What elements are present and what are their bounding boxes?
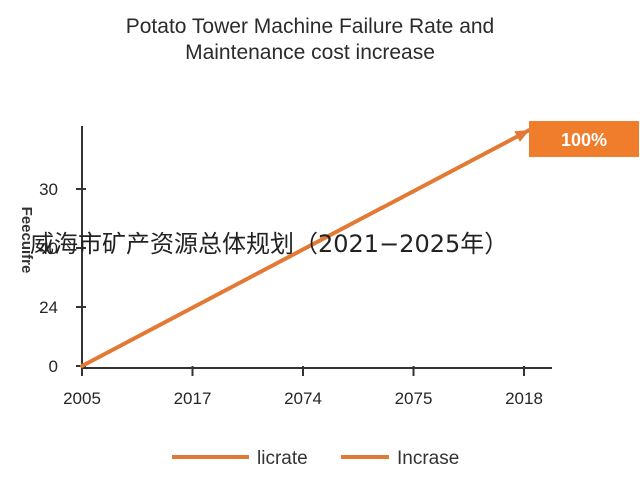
legend-label: licrate [257,448,308,469]
plot-area: 0 24 40 30 2005 2017 2074 2075 2018 [39,126,552,408]
y-tick-label: 0 [49,357,58,376]
x-tick-label: 2005 [63,389,101,408]
x-tick-label: 2075 [395,389,433,408]
value-badge-box [529,121,639,157]
legend-label: Incrase [397,448,459,469]
value-badge-label: 100% [561,130,607,150]
y-tick-label: 24 [39,298,58,317]
chart-title-line-2: Maintenance cost increase [185,41,435,64]
x-tick-label: 2017 [174,389,212,408]
x-tick-label: 2074 [284,389,322,408]
y-tick-label: 40 [39,239,58,258]
legend: licrate Incrase [172,448,459,469]
legend-item: licrate [172,448,308,469]
y-tick-label: 30 [39,180,58,199]
series-layer [80,128,532,368]
y-axis-label: Feecuifre [18,207,35,274]
series-arrowhead [514,130,530,142]
series-line [80,128,532,368]
x-ticks: 2005 2017 2074 2075 2018 [63,366,543,408]
chart-title-line-1: Potato Tower Machine Failure Rate and [126,15,494,38]
x-tick-label: 2018 [505,389,543,408]
value-badge: 100% [529,121,639,157]
legend-item: Incrase [341,448,459,469]
overlay-caption: 威海市矿产资源总体规划（2021−2025年） [30,230,508,258]
y-ticks: 0 24 40 30 [39,180,86,376]
